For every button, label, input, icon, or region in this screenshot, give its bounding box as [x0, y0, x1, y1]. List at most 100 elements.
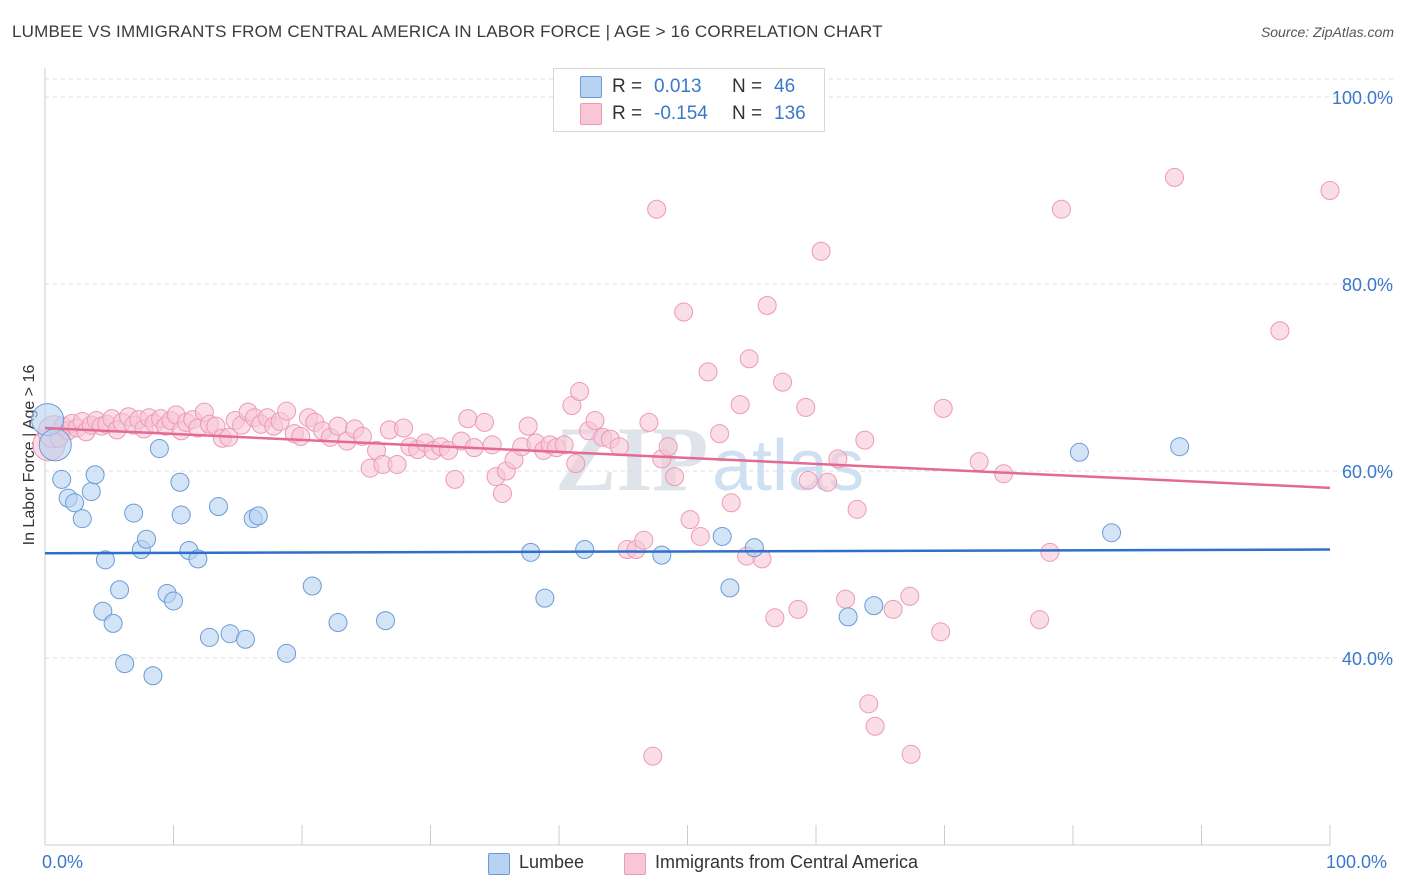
immigrants-point: [757, 296, 777, 316]
lumbee-point: [199, 627, 219, 647]
chart-title: LUMBEE VS IMMIGRANTS FROM CENTRAL AMERIC…: [12, 22, 883, 41]
lumbee-point: [328, 612, 348, 632]
legend-n-value-immigrants: 136: [774, 103, 806, 124]
immigrants-point: [933, 398, 953, 418]
legend-r-value-immigrants: -0.154: [654, 103, 708, 124]
legend-r-label: R =: [612, 76, 643, 97]
immigrants-point: [680, 510, 700, 530]
immigrants-point: [773, 372, 793, 392]
immigrants-point: [458, 409, 478, 429]
immigrants-point: [585, 411, 605, 431]
immigrants-points: [32, 167, 1340, 766]
lumbee-point: [248, 506, 268, 526]
immigrants-point: [674, 302, 694, 322]
bottom-legend-label-lumbee: Lumbee: [519, 852, 585, 872]
lumbee-trend-line: [44, 548, 1331, 555]
lumbee-point: [110, 580, 130, 600]
lumbee-point: [95, 550, 115, 570]
immigrants-point: [554, 435, 574, 455]
legend-swatch-immigrants: [580, 103, 602, 125]
lumbee-point: [164, 591, 183, 611]
immigrants-point: [492, 483, 512, 503]
lumbee-point: [1102, 523, 1122, 543]
immigrants-point: [788, 599, 808, 619]
immigrants-point: [847, 499, 867, 519]
lumbee-point: [81, 482, 101, 502]
lumbee-point: [712, 526, 732, 546]
lumbee-point: [38, 428, 72, 462]
lumbee-point: [208, 497, 228, 517]
lumbee-point: [52, 469, 72, 489]
immigrants-point: [798, 470, 818, 490]
immigrants-point: [836, 589, 856, 609]
x-tick-label-max: 100.0%: [1326, 852, 1388, 872]
correlation-legend: R = 0.013 N = 46 R = -0.154 N = 136: [553, 68, 825, 132]
lumbee-point: [1170, 437, 1190, 457]
immigrants-point: [1040, 542, 1060, 562]
lumbee-point: [72, 509, 92, 529]
immigrants-point: [658, 437, 678, 457]
immigrants-point: [445, 469, 465, 489]
immigrants-point: [690, 526, 710, 546]
lumbee-point: [85, 465, 105, 485]
lumbee-point: [744, 538, 764, 558]
y-tick-label: 80.0%: [1342, 275, 1393, 295]
immigrants-point: [796, 397, 816, 417]
lumbee-point: [376, 611, 396, 631]
grid-lines: [45, 78, 1393, 659]
immigrants-point: [931, 622, 951, 642]
immigrants-point: [721, 493, 741, 513]
immigrants-point: [394, 418, 414, 438]
immigrants-point: [900, 586, 920, 606]
immigrants-point: [811, 241, 831, 261]
y-tick-label: 100.0%: [1332, 88, 1393, 108]
bottom-legend-swatch-immigrants: [624, 853, 646, 875]
immigrants-point: [739, 349, 759, 369]
immigrants-point: [277, 401, 297, 421]
lumbee-point: [143, 666, 163, 686]
immigrants-point: [730, 395, 750, 415]
immigrants-point: [969, 452, 989, 472]
immigrants-point: [1051, 199, 1071, 219]
lumbee-point: [652, 545, 672, 565]
lumbee-point: [93, 601, 113, 621]
lumbee-point: [171, 505, 191, 525]
lumbee-point: [103, 613, 123, 633]
legend-n-label: N =: [732, 103, 763, 124]
immigrants-point: [828, 449, 848, 469]
legend-n-label: N =: [732, 76, 763, 97]
immigrants-point: [291, 426, 311, 446]
lumbee-point: [188, 549, 208, 569]
immigrants-point: [518, 416, 538, 436]
lumbee-point: [838, 607, 858, 627]
lumbee-point: [720, 578, 740, 598]
immigrants-point: [1165, 167, 1185, 187]
immigrants-point: [818, 472, 838, 492]
bottom-legend-label-immigrants: Immigrants from Central America: [655, 852, 919, 872]
immigrants-point: [765, 608, 785, 628]
immigrants-point: [883, 599, 903, 619]
immigrants-point: [1030, 610, 1050, 630]
immigrants-point: [352, 426, 372, 446]
immigrants-point: [639, 412, 659, 432]
immigrants-point: [1320, 181, 1340, 200]
y-tick-label: 60.0%: [1342, 462, 1393, 482]
immigrants-point: [474, 412, 494, 432]
immigrants-point: [901, 744, 921, 764]
chart-source: Source: ZipAtlas.com: [1260, 24, 1394, 40]
lumbee-point: [235, 629, 255, 649]
lumbee-point: [302, 576, 322, 596]
lumbee-points: [31, 403, 1190, 686]
immigrants-point: [609, 437, 629, 457]
lumbee-point: [65, 493, 85, 513]
lumbee-point: [137, 529, 157, 549]
immigrants-point: [643, 746, 663, 766]
lumbee-point: [170, 472, 190, 492]
bottom-legend-swatch-lumbee: [488, 853, 510, 875]
immigrants-point: [570, 382, 590, 402]
immigrants-point: [647, 199, 667, 219]
immigrants-point: [387, 454, 407, 474]
lumbee-point: [535, 588, 555, 608]
immigrants-point: [859, 694, 879, 714]
